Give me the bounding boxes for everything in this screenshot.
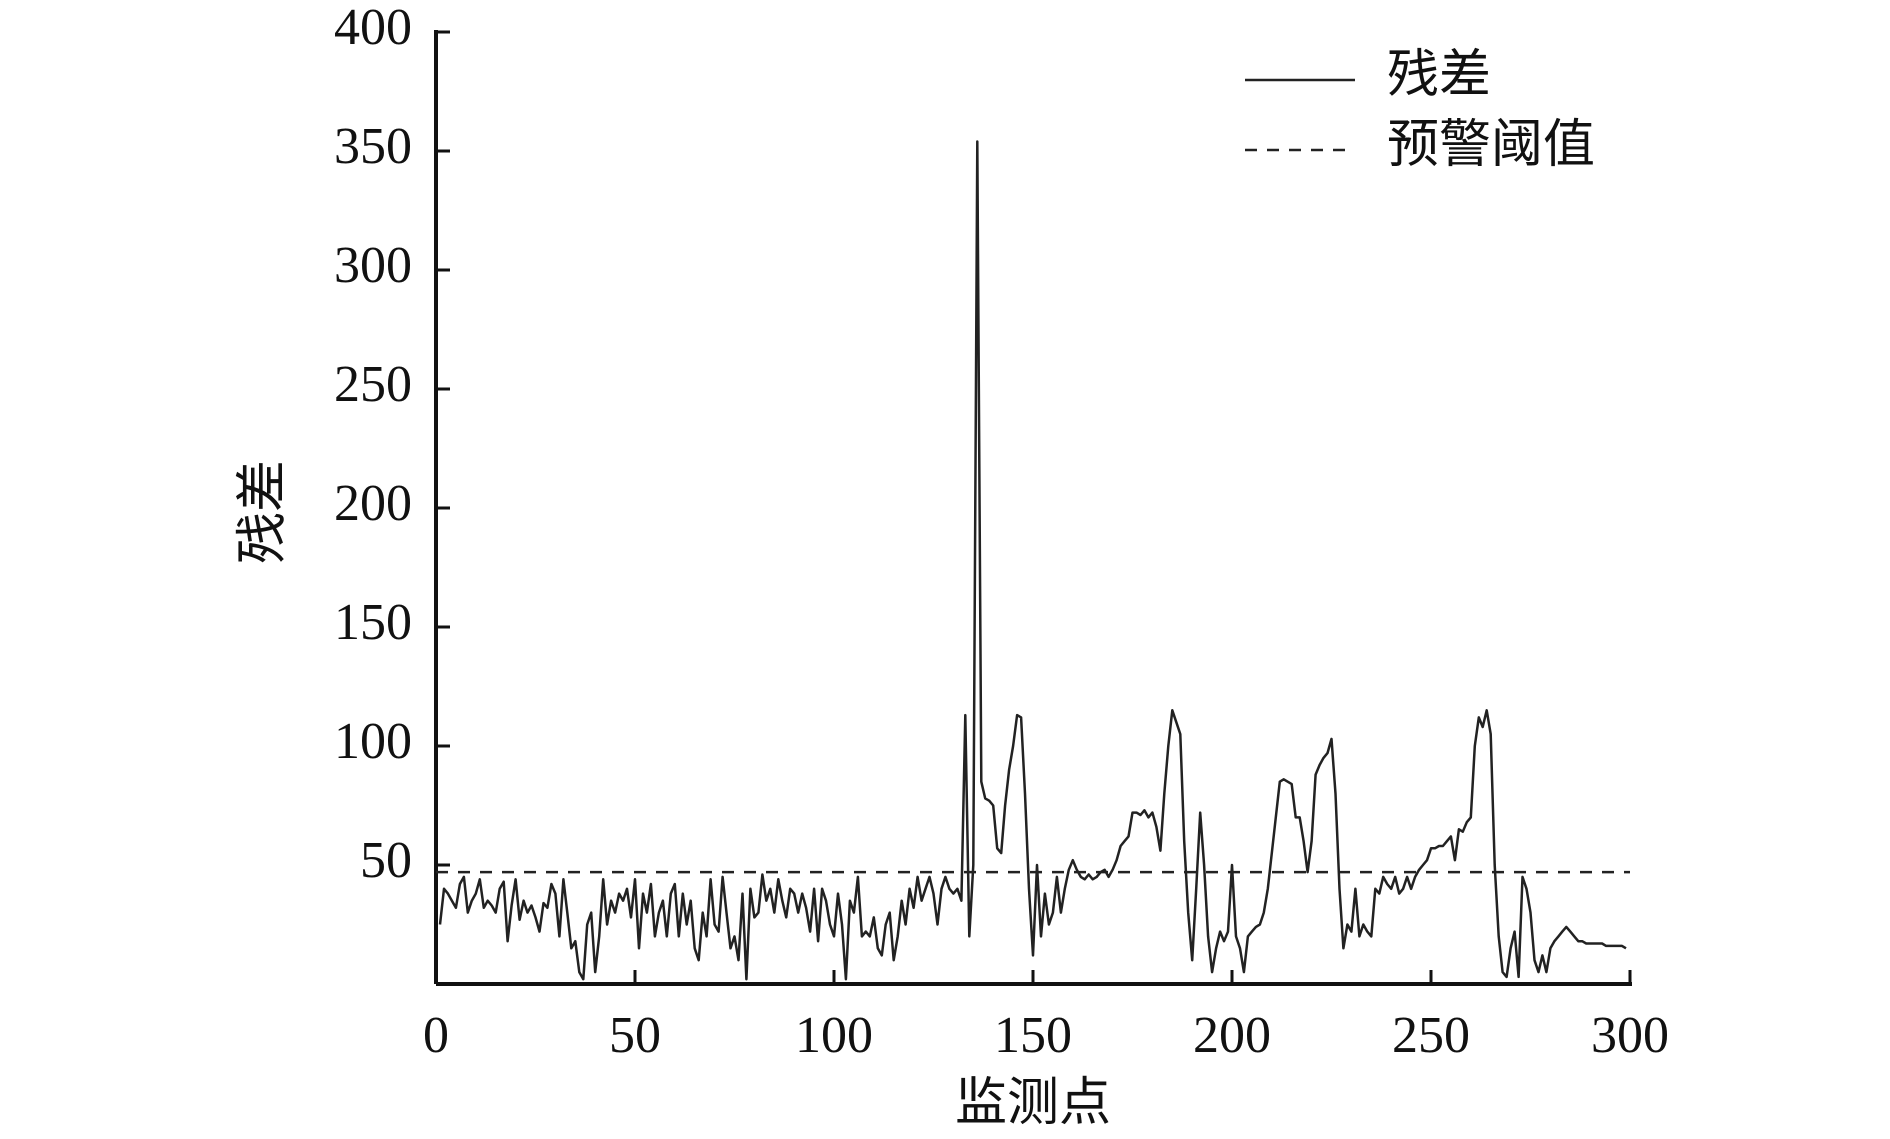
x-tick-label: 300 (1591, 1007, 1669, 1064)
y-tick-label: 300 (334, 237, 412, 294)
residual-line (438, 140, 1627, 981)
x-tick-label: 150 (994, 1007, 1072, 1064)
legend-label: 预警阈值 (1387, 117, 1595, 174)
legend-label: 残差 (1387, 47, 1491, 104)
y-tick-label: 200 (334, 475, 412, 532)
y-axis-label: 残差 (235, 460, 292, 564)
x-tick-label: 200 (1193, 1007, 1271, 1064)
y-tick-label: 350 (334, 118, 412, 175)
y-tick-label: 400 (334, 0, 412, 56)
y-tick-label: 250 (334, 356, 412, 413)
x-axis-label: 监测点 (955, 1075, 1111, 1132)
x-tick-label: 50 (609, 1007, 661, 1064)
y-tick-label: 50 (360, 832, 412, 889)
x-tick-label: 250 (1392, 1007, 1470, 1064)
y-tick-label: 150 (334, 594, 412, 651)
x-tick-label: 0 (423, 1007, 449, 1064)
x-tick-label: 100 (795, 1007, 873, 1064)
y-tick-label: 100 (334, 713, 412, 770)
